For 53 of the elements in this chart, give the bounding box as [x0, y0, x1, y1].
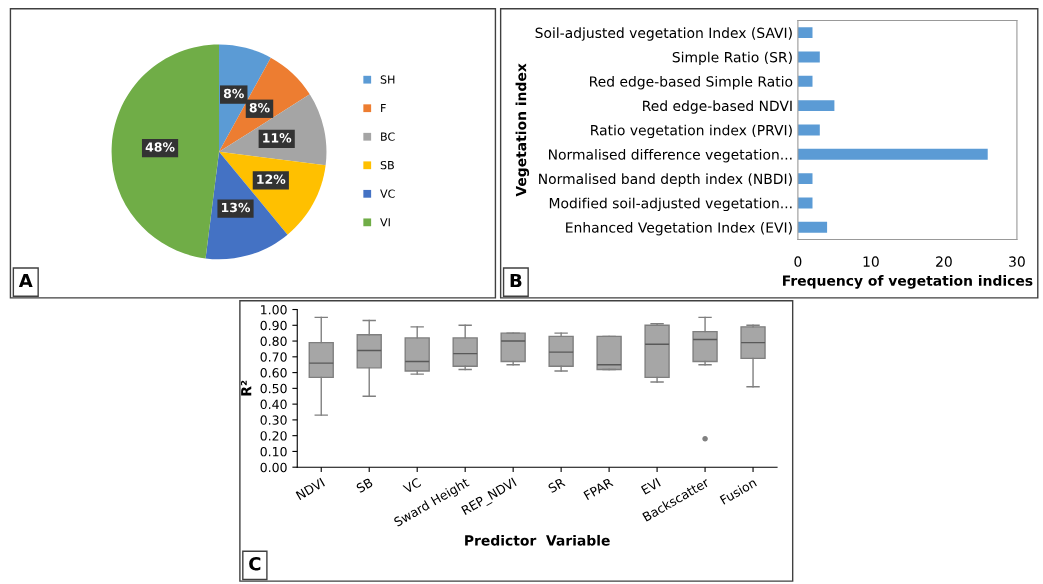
x-tick-label: 20	[936, 256, 952, 267]
y-tick-label: 0.30	[260, 415, 287, 425]
x-tick-label: SR	[547, 477, 566, 494]
y-tick-label: Modified soil-adjusted vegetation...	[549, 197, 792, 212]
y-tick-label: Red edge-based NDVI	[643, 100, 792, 114]
text: C	[249, 556, 261, 571]
bar	[797, 148, 988, 160]
x-tick-label: 10	[863, 256, 879, 267]
pie-slice	[111, 44, 220, 259]
x-tick-label: VC	[402, 477, 422, 494]
y-axis-title: R²	[240, 380, 252, 396]
x-tick-label: FPAR	[583, 477, 614, 501]
legend-label: F	[381, 104, 386, 113]
y-tick-label: Normalised difference vegetation...	[549, 149, 792, 163]
y-tick-label: Soil-adjusted vegetation Index (SAVI)	[535, 27, 792, 41]
y-tick-label: 0.00	[260, 462, 287, 473]
y-tick-label: Enhanced Vegetation Index (EVI)	[566, 222, 792, 236]
y-tick-label: Normalised band depth index (NBDI)	[539, 173, 792, 187]
legend-label: BC	[381, 132, 395, 141]
x-tick-label: 30	[1009, 256, 1025, 267]
legend-label: VC	[380, 189, 395, 198]
x-axis-title: Predictor Variable	[465, 534, 610, 546]
x-axis-title: Frequency of vegetation indices	[783, 275, 1033, 289]
y-tick-label: 0.70	[260, 352, 287, 362]
bar	[797, 100, 835, 112]
y-tick-label: 1.00	[261, 304, 287, 315]
y-tick-label: 0.10	[260, 446, 287, 457]
bar	[797, 124, 820, 136]
y-tick-label: 0.90	[260, 320, 287, 331]
bar	[797, 221, 828, 233]
y-tick-label: 0.20	[260, 431, 287, 441]
y-tick-label: 0.40	[260, 399, 287, 410]
y-axis-title: Vegetation index	[515, 63, 530, 197]
y-tick-label: 0.60	[260, 368, 287, 378]
y-tick-label: Ratio vegetation index (PRVI)	[591, 124, 792, 139]
data-label: 48%	[145, 142, 175, 152]
legend-label: SB	[380, 160, 394, 170]
text: B	[510, 273, 522, 288]
bar	[797, 51, 820, 63]
x-tick-label: 0	[794, 256, 802, 267]
y-tick-label: Simple Ratio (SR)	[672, 51, 792, 66]
x-tick-label: SB	[355, 477, 374, 494]
y-tick-label: Red edge-based Simple Ratio	[590, 76, 793, 90]
y-tick-label: 0.80	[260, 336, 287, 346]
text: A	[18, 273, 33, 288]
data-label: 13%	[221, 202, 251, 213]
data-label: 8%	[249, 102, 270, 113]
data-label: 11%	[263, 133, 292, 143]
y-tick-label: 0.50	[260, 383, 287, 394]
data-label: 12%	[257, 174, 286, 184]
legend-label: SH	[380, 75, 395, 84]
data-label: 8%	[223, 88, 244, 99]
legend-label: VI	[380, 218, 390, 227]
